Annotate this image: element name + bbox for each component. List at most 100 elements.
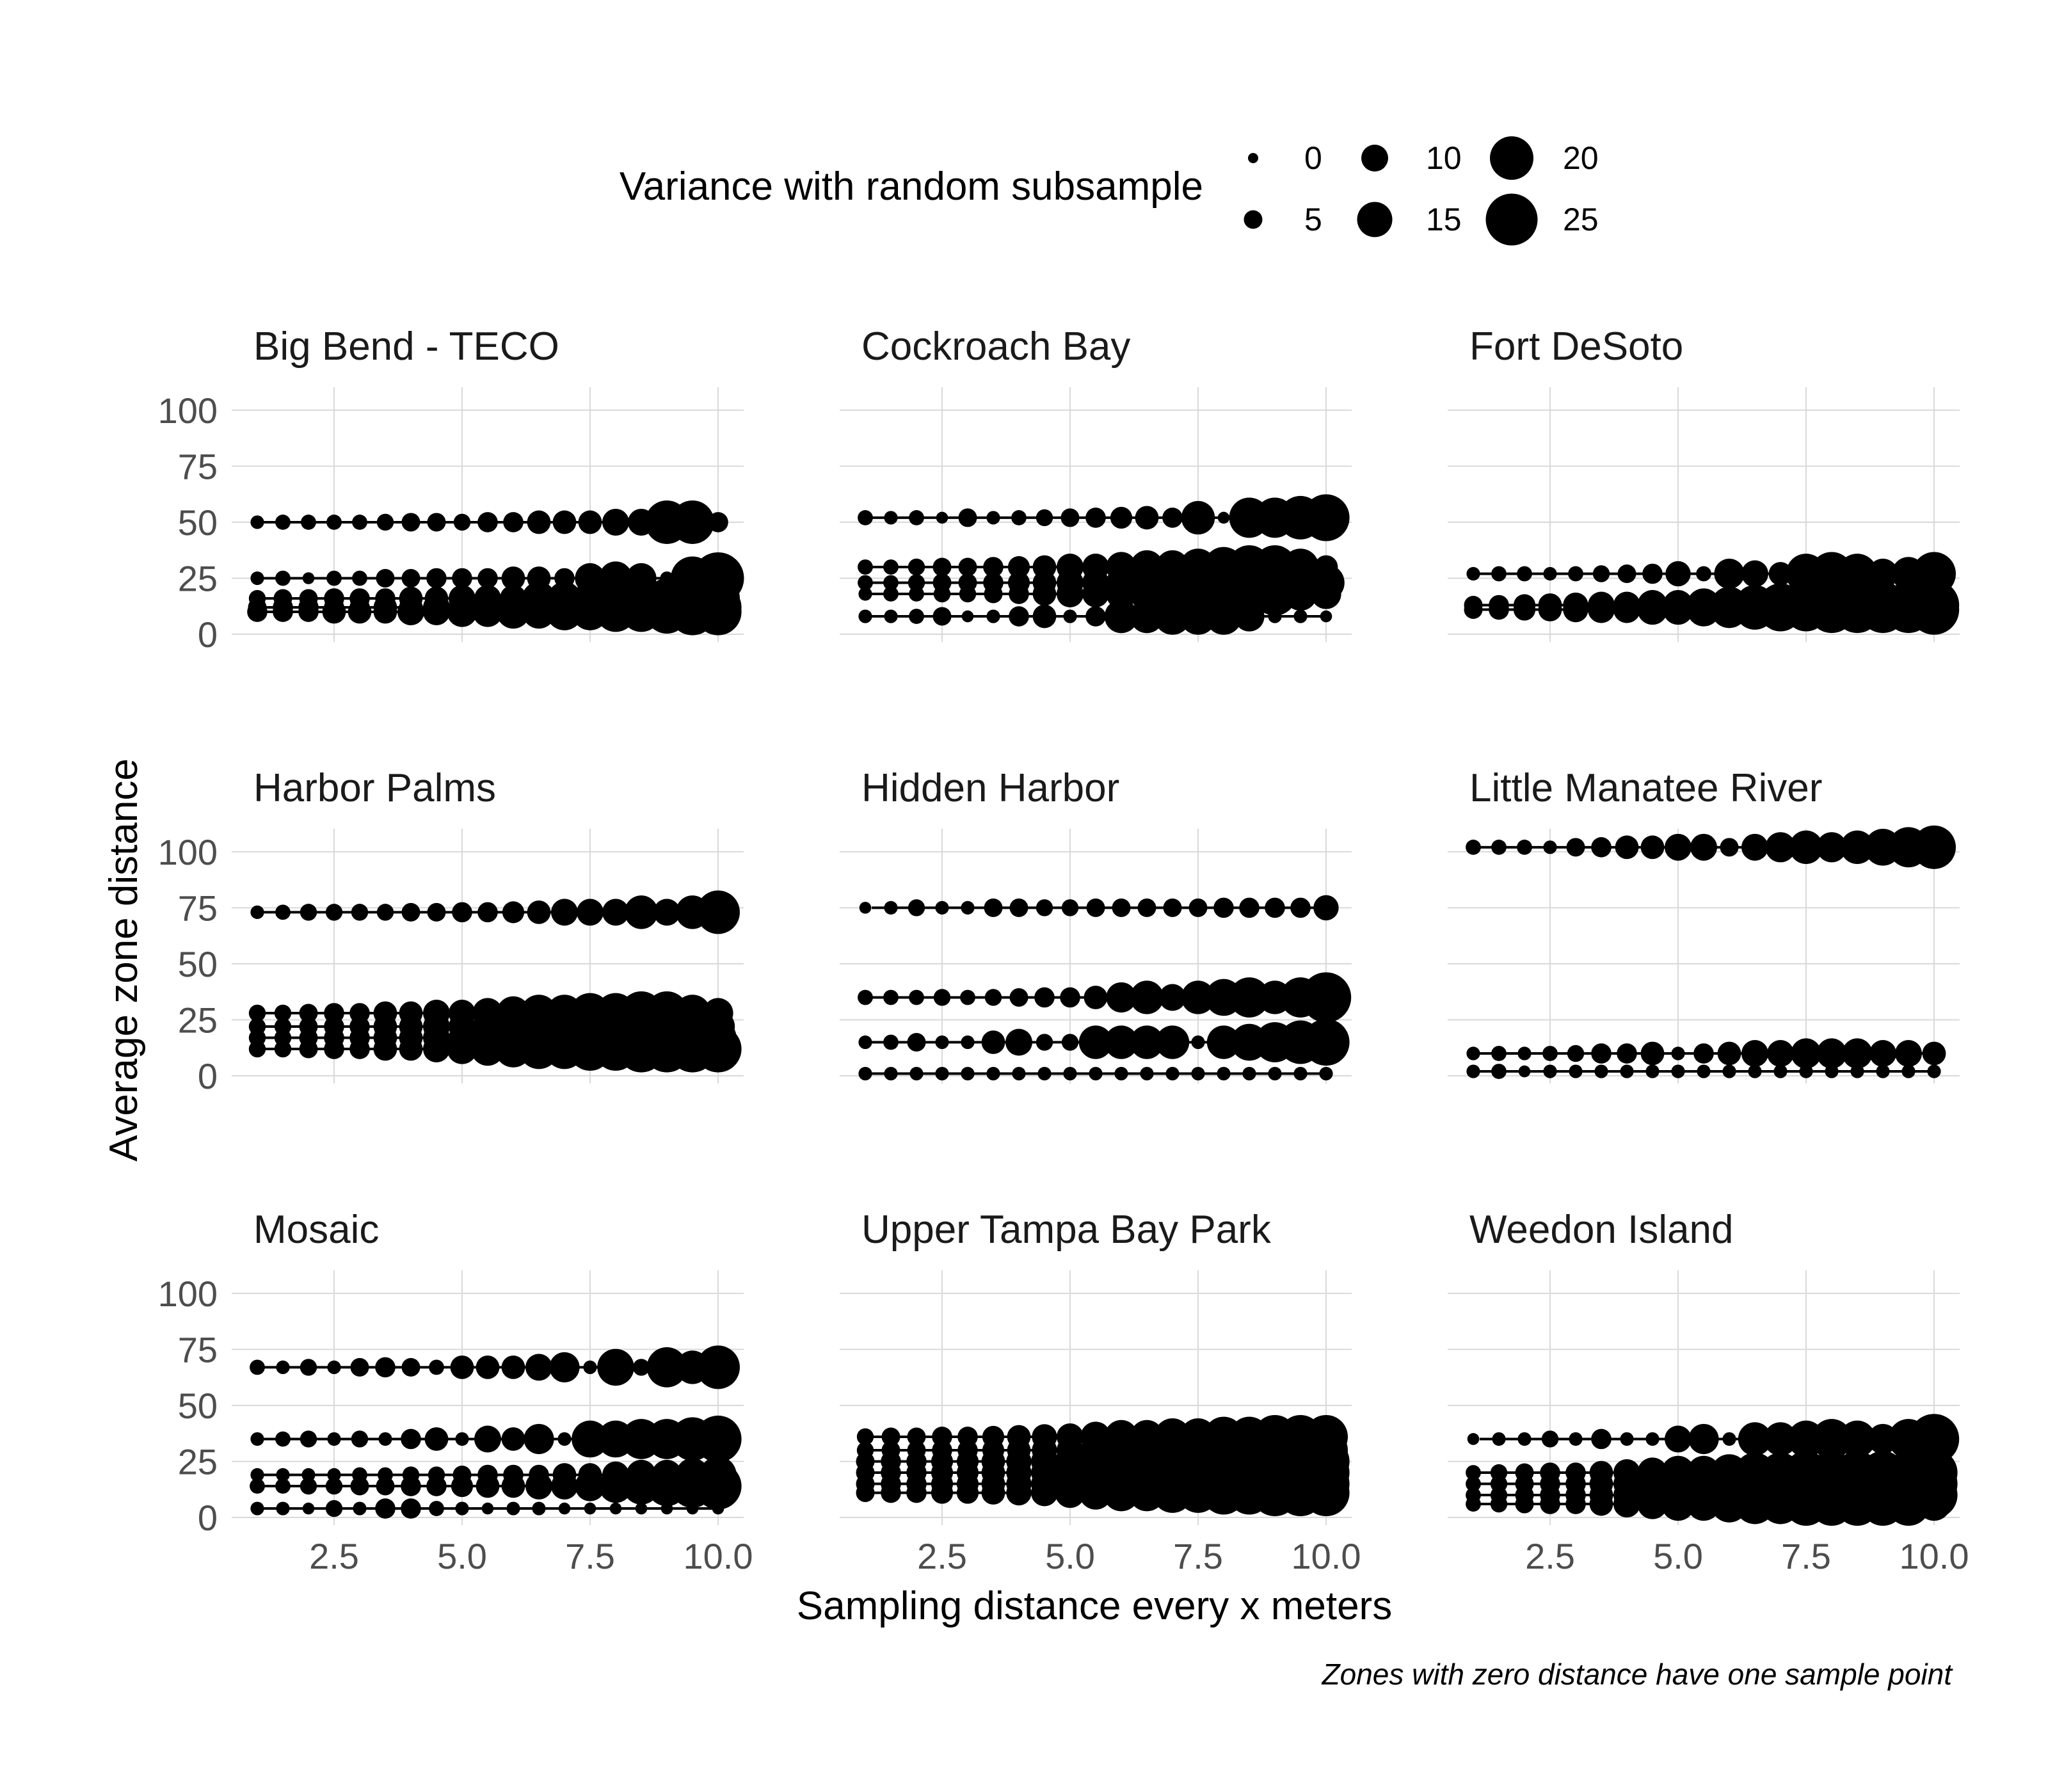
data-point <box>1565 1494 1586 1514</box>
data-point <box>1617 1043 1637 1064</box>
data-point <box>373 1037 397 1061</box>
x-tick-label: 5.0 <box>437 1536 487 1576</box>
data-point <box>1302 494 1350 541</box>
data-point <box>1592 565 1610 582</box>
data-point <box>881 1427 900 1446</box>
data-point <box>1637 594 1668 625</box>
legend-title: Variance with random subsample <box>620 164 1203 209</box>
data-point <box>273 602 293 622</box>
data-point <box>578 510 602 534</box>
data-point <box>1180 598 1217 635</box>
data-point <box>351 1430 369 1448</box>
data-point <box>378 1432 392 1446</box>
data-point <box>909 609 924 624</box>
data-point <box>1188 898 1208 917</box>
legend-label: 25 <box>1563 202 1599 237</box>
data-point <box>1908 584 1960 635</box>
data-point <box>1140 1066 1154 1081</box>
data-point <box>961 1066 975 1081</box>
data-point <box>1645 1432 1660 1446</box>
data-point <box>932 557 952 577</box>
data-point <box>525 1473 552 1500</box>
data-point <box>1137 898 1156 917</box>
series <box>1466 552 1956 596</box>
data-point <box>376 904 394 921</box>
panel: Mosaic 0 25 50 75 100 2.5 5.0 7.5 10.0 <box>158 1208 753 1576</box>
data-point <box>1057 580 1084 608</box>
data-point <box>1253 572 1297 616</box>
data-point <box>932 607 952 626</box>
data-point <box>476 1474 500 1498</box>
data-point <box>936 511 948 524</box>
data-point <box>1036 899 1053 916</box>
data-point <box>250 1468 264 1482</box>
data-point <box>609 1502 622 1515</box>
data-point <box>1591 1043 1612 1064</box>
data-point <box>1005 1028 1032 1056</box>
data-point <box>300 1477 317 1495</box>
data-point <box>481 1502 494 1515</box>
data-point <box>275 904 291 920</box>
data-point <box>1012 1066 1026 1081</box>
data-point <box>646 1347 687 1388</box>
data-point <box>1181 980 1215 1014</box>
data-point <box>1162 508 1183 528</box>
data-point <box>1283 577 1318 611</box>
y-tick-label: 0 <box>198 614 218 655</box>
data-point <box>551 1473 578 1500</box>
data-point <box>501 1474 525 1498</box>
data-point <box>1569 1432 1583 1446</box>
data-point <box>247 602 268 622</box>
data-point <box>401 1498 421 1519</box>
data-point <box>960 989 975 1005</box>
data-point <box>935 1066 949 1081</box>
y-tick-label: 75 <box>178 446 218 486</box>
y-tick-label: 0 <box>198 1498 218 1538</box>
data-point <box>1693 1043 1714 1064</box>
data-point <box>322 600 346 624</box>
data-point <box>399 1037 423 1061</box>
data-point <box>1466 1046 1480 1060</box>
data-point <box>1768 562 1793 586</box>
series <box>1466 1064 1941 1079</box>
data-point <box>1217 511 1230 524</box>
data-point <box>858 989 873 1005</box>
panel-title: Weedon Island <box>1469 1208 1733 1252</box>
data-point <box>1908 1414 1960 1464</box>
data-point <box>1130 599 1164 634</box>
data-point <box>1491 839 1507 855</box>
data-point <box>373 600 397 624</box>
data-point <box>984 989 1002 1006</box>
data-point <box>302 1502 315 1515</box>
data-point <box>300 904 317 921</box>
data-point <box>1112 898 1131 917</box>
data-point <box>856 1428 874 1446</box>
data-point <box>1032 582 1057 606</box>
data-point <box>1665 561 1691 587</box>
x-tick-label: 5.0 <box>1045 1536 1095 1576</box>
y-tick-label: 25 <box>178 559 218 599</box>
data-point <box>1104 1025 1139 1059</box>
data-point <box>696 1345 740 1389</box>
data-point <box>250 1478 265 1494</box>
data-point <box>1293 609 1308 623</box>
data-point <box>1722 1064 1736 1078</box>
data-point <box>1009 988 1028 1007</box>
data-point <box>551 899 578 926</box>
data-point <box>1613 596 1640 623</box>
data-point <box>275 1431 291 1447</box>
data-point <box>1686 593 1721 627</box>
data-point <box>1517 1046 1532 1060</box>
data-point <box>1234 601 1265 632</box>
data-point <box>1490 1495 1508 1513</box>
data-point <box>1032 604 1057 628</box>
data-point <box>708 512 728 532</box>
data-point <box>1563 596 1588 623</box>
y-tick-label: 75 <box>178 888 218 928</box>
data-point <box>1320 610 1332 623</box>
data-point <box>1313 895 1339 921</box>
panel: Big Bend - TECO 0 25 50 75 100 <box>158 324 744 655</box>
data-point <box>1922 1041 1946 1066</box>
data-point <box>1738 1422 1772 1456</box>
